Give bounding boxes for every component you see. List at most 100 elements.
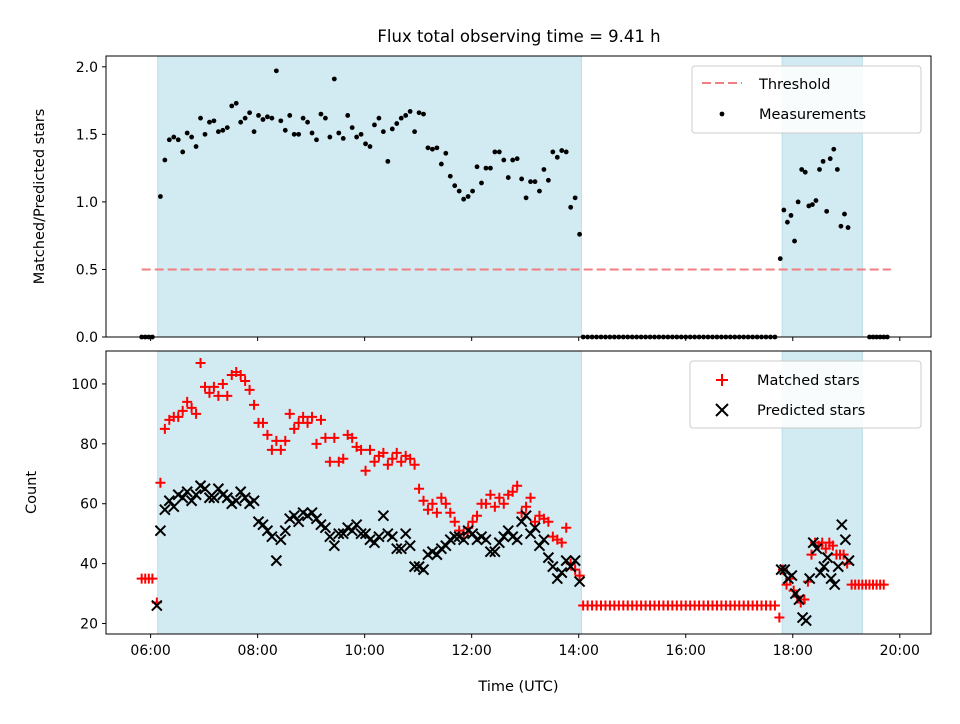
matched-star-marker [244, 384, 255, 395]
matched-star-marker [315, 414, 326, 425]
measurement-point [488, 165, 493, 171]
measurement-point [568, 204, 574, 210]
measurement-point [447, 173, 453, 179]
measurement-point [385, 158, 391, 164]
measurement-point [781, 207, 787, 213]
matched-star-marker [329, 432, 340, 443]
matched-star-marker [177, 405, 188, 416]
predicted-star-marker [821, 551, 834, 564]
matched-star-marker [543, 516, 554, 527]
predicted-star-marker [185, 495, 198, 507]
measurement-point [470, 188, 475, 194]
predicted-star-marker [154, 524, 167, 537]
predicted-star-marker [368, 536, 381, 549]
predicted-star-marker [520, 510, 532, 522]
predicted-star-marker [350, 518, 363, 531]
y-axis-label-ratio: Matched/Predicted stars [32, 109, 48, 285]
predicted-star-marker [480, 533, 492, 546]
measurement-point [831, 146, 837, 152]
predicted-star-marker [793, 593, 805, 606]
matched-star-marker [213, 390, 224, 401]
matched-star-marker [360, 465, 371, 476]
measurement-point [483, 165, 489, 171]
predicted-star-marker [337, 527, 349, 540]
measurement-point [265, 114, 270, 120]
predicted-star-marker [168, 501, 180, 513]
count-panel: 20 40 60 80 100 06:00 08:00 10:00 12:00 14:00 16:… [24, 350, 932, 695]
measurement-point [349, 125, 355, 131]
measurement-point [184, 130, 190, 136]
predicted-star-marker [569, 554, 581, 567]
measurement-point [202, 131, 208, 137]
measurement-point [291, 131, 297, 137]
matched-star-marker [827, 540, 838, 551]
x-tick-label: 18:00 [773, 643, 813, 659]
matched-star-marker [195, 357, 206, 368]
threshold-legend-label: Threshold [758, 77, 830, 93]
measurement-point [296, 131, 302, 137]
measurement-point [403, 113, 409, 118]
y-tick-label: 60 [80, 497, 98, 513]
measurement-point [166, 137, 172, 143]
measurement-point [434, 145, 440, 151]
measurement-point [193, 144, 199, 149]
matched-star-marker [467, 516, 478, 527]
y-tick-label: 40 [80, 557, 98, 573]
measurement-point [554, 154, 560, 160]
predicted-star-marker [377, 510, 390, 522]
measurement-point [523, 195, 529, 201]
measurement-point [372, 122, 377, 128]
measurement-point [827, 156, 833, 162]
measurement-point [537, 188, 542, 194]
measurement-point [175, 137, 181, 143]
predicted-star-marker [261, 524, 274, 537]
predicted-star-marker [811, 542, 823, 555]
predicted-star-marker [176, 492, 189, 504]
measurement-point [528, 179, 533, 185]
y-tick-label: 20 [80, 617, 98, 633]
measurement-point [287, 113, 293, 118]
measurement-point [363, 141, 368, 147]
x-axis-label: Time (UTC) [477, 679, 558, 695]
measurement-point [842, 211, 847, 217]
matched-star-marker [391, 447, 402, 458]
matched-star-marker [806, 549, 817, 560]
matched-star-marker [182, 396, 193, 407]
ratio-axes-frame [105, 55, 932, 338]
predicted-star-marker [333, 527, 345, 540]
measurement-point [211, 118, 217, 124]
measurement-point [398, 115, 404, 121]
matched-star-marker [878, 579, 889, 590]
predicted-star-marker [828, 578, 841, 591]
matched-star-marker [284, 408, 295, 419]
y-tick-label: 2.0 [76, 60, 98, 76]
y-tick-label: 100 [71, 377, 98, 393]
measurement-point [220, 127, 226, 133]
matched-star-marker [155, 477, 166, 488]
matched-star-marker [369, 456, 380, 467]
measurement-point [479, 180, 484, 186]
predicted-star-marker [803, 572, 816, 585]
measurement-point [474, 164, 480, 170]
matched-star-marker [324, 456, 335, 467]
measurement-point [430, 146, 435, 152]
predicted-star-marker [417, 563, 430, 576]
matched-star-marker [422, 504, 433, 515]
measurement-point [229, 103, 235, 109]
measurement-point [331, 76, 337, 82]
predicted-star-marker [556, 566, 568, 579]
measurement-point [416, 110, 422, 116]
predicted-star-marker [431, 548, 443, 561]
predicted-star-marker [212, 483, 225, 495]
predicted-star-marker [466, 527, 479, 540]
predicted-star-marker [489, 545, 501, 558]
y-axis-ticks-ratio: 0.0 0.5 1.0 1.5 2.0 [76, 60, 106, 346]
predicted-star-marker [151, 599, 163, 612]
matched-star-marker [458, 528, 469, 539]
matched-star-marker [307, 411, 318, 422]
predicted-star-marker [190, 489, 202, 501]
matched-star-marker [436, 492, 447, 503]
measurements-legend-label: Measurements [759, 107, 866, 123]
predicted-stars-series [151, 480, 855, 627]
